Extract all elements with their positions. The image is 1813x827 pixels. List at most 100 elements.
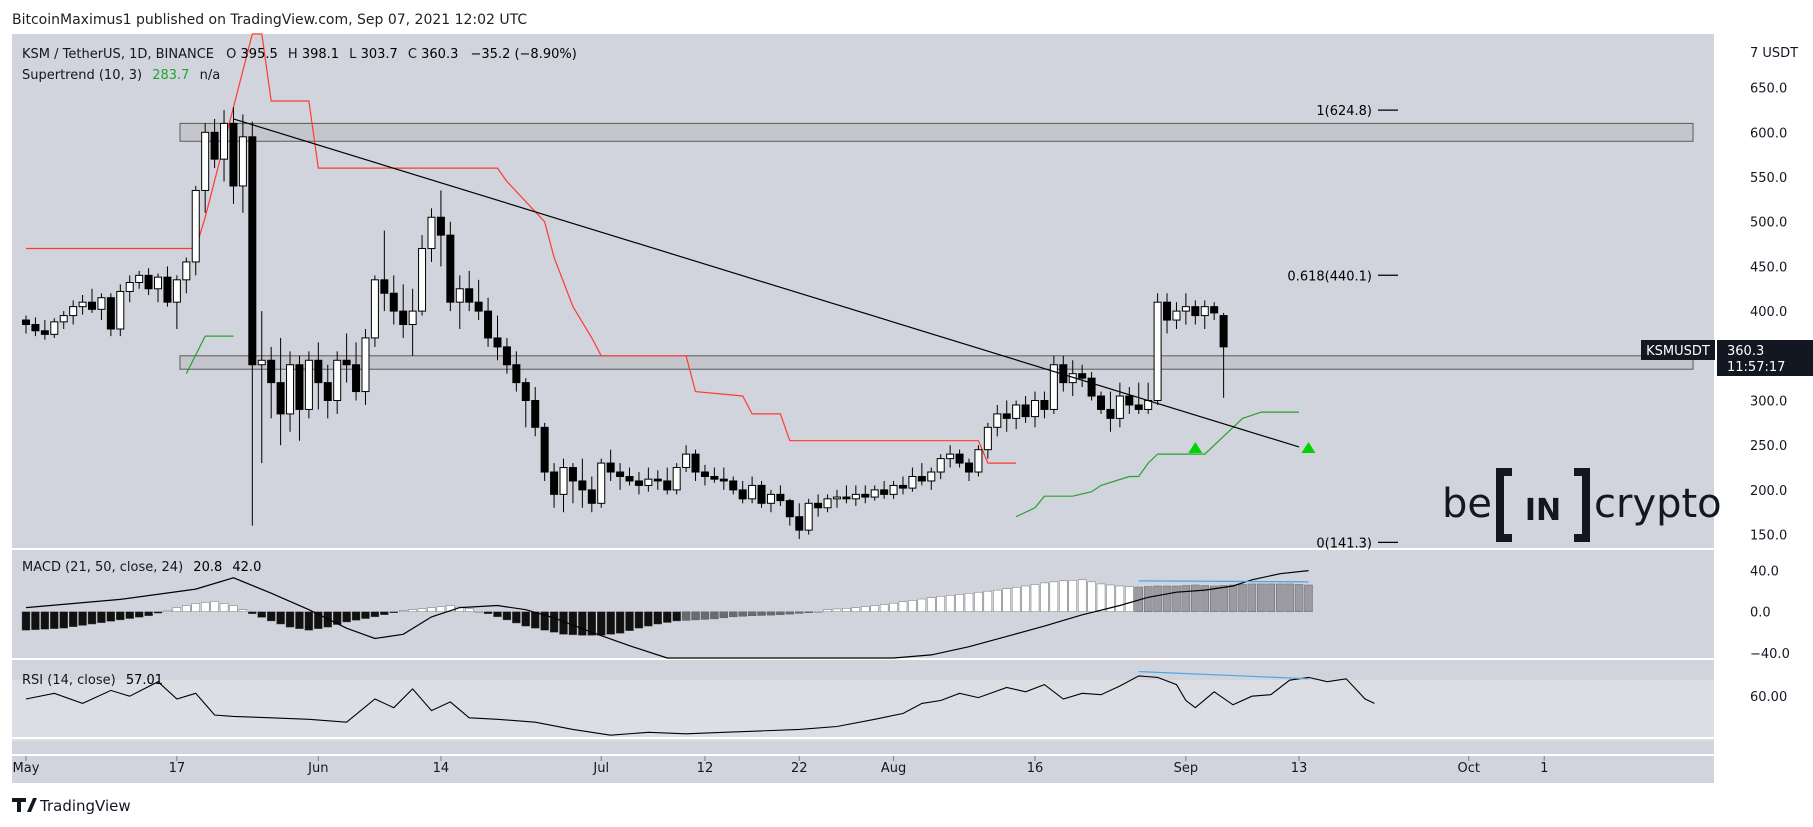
macd-histogram-bar <box>116 611 125 621</box>
logo-crypto: crypto <box>1594 481 1722 527</box>
candle <box>1125 395 1134 406</box>
macd-histogram-bar <box>474 611 483 613</box>
macd-histogram-bar <box>597 611 606 636</box>
candle <box>154 276 163 290</box>
candle <box>804 502 813 531</box>
macd-histogram-bar <box>747 611 757 617</box>
candle <box>97 297 106 310</box>
macd-histogram-bar <box>898 601 908 612</box>
macd-histogram-bar <box>568 611 578 636</box>
macd-histogram-bar <box>1143 586 1153 612</box>
macd-histogram-bar <box>1172 585 1181 612</box>
macd-histogram-bar <box>332 611 342 625</box>
macd-histogram-bar <box>625 611 634 631</box>
macd-tick-label: 0.0 <box>1750 606 1771 621</box>
rsi-label[interactable]: RSI (14, close) <box>22 673 116 688</box>
rsi-tick-label: 60.00 <box>1750 690 1787 705</box>
macd-histogram-bar <box>879 604 889 612</box>
macd-histogram-bar <box>172 607 182 612</box>
macd-histogram-bar <box>521 611 530 627</box>
candle <box>785 500 794 518</box>
candle <box>634 480 643 486</box>
candle <box>455 288 464 303</box>
candle <box>295 364 304 410</box>
fib-label: 1(624.8) <box>1316 104 1372 119</box>
candle <box>597 462 606 504</box>
candle <box>342 359 351 366</box>
candle <box>672 467 681 491</box>
candle <box>229 122 238 187</box>
macd-histogram-bar <box>417 608 427 612</box>
candle <box>1087 377 1096 397</box>
macd-histogram-bar <box>1059 580 1068 612</box>
fib-label: 0(141.3) <box>1316 536 1372 551</box>
price-tick-label: 500.0 <box>1750 216 1787 231</box>
time-tick-label: May <box>13 761 40 776</box>
candle <box>710 475 719 480</box>
tradingview-footer[interactable]: TradingView <box>12 797 131 815</box>
rsi-plot <box>25 670 1375 736</box>
price-axis: 7 USDT650.0600.0550.0500.0450.0400.0350.… <box>1750 46 1798 544</box>
rsi-legend: RSI (14, close) 57.01 <box>22 673 163 688</box>
candle <box>286 364 295 415</box>
candle <box>408 310 417 326</box>
macd-histogram-bar <box>766 611 776 616</box>
candle <box>851 493 860 500</box>
price-pane <box>12 34 1715 548</box>
macd-histogram-bar <box>163 610 172 612</box>
macd-histogram-bar <box>681 611 691 621</box>
candle <box>69 306 78 317</box>
macd-histogram-bar <box>861 606 870 612</box>
legend-symbol[interactable]: KSM / TetherUS, 1D, BINANCE <box>22 47 214 62</box>
macd-histogram-bar <box>257 611 266 618</box>
candle <box>521 382 530 402</box>
candle <box>700 471 709 477</box>
candle <box>201 131 210 191</box>
macd-histogram-bar <box>1049 581 1059 612</box>
macd-histogram-bar <box>59 611 68 629</box>
macd-label[interactable]: MACD (21, 50, close, 24) <box>22 560 183 575</box>
macd-histogram-bar <box>672 611 681 622</box>
candle <box>40 330 49 335</box>
time-tick-label: 16 <box>1027 761 1044 776</box>
candle <box>550 471 559 495</box>
macd-histogram-bar <box>1191 584 1200 612</box>
logo-bracket-right <box>1574 468 1590 542</box>
candle <box>795 516 804 531</box>
macd-histogram-bar <box>342 611 351 623</box>
logo-in: IN <box>1525 493 1561 528</box>
candle <box>644 478 653 486</box>
macd-histogram-bar <box>436 606 446 612</box>
macd-histogram-bar <box>663 611 672 623</box>
price-tag-bg <box>1717 340 1813 376</box>
time-tick-label: 12 <box>697 761 714 776</box>
footer-brand: TradingView <box>39 797 131 815</box>
macd-histogram-bar <box>615 611 625 634</box>
tradingview-logo-icon <box>12 798 37 812</box>
macd-histogram-bar <box>87 611 97 625</box>
supertrend-legend: Supertrend (10, 3) 283.7 n/a <box>22 68 220 83</box>
macd-histogram-bar <box>540 611 549 631</box>
buy-signal-marker <box>1301 441 1316 453</box>
macd-value-2: 42.0 <box>232 560 261 575</box>
macd-histogram-bar <box>182 605 191 612</box>
candle <box>135 274 144 284</box>
candle <box>1200 306 1209 317</box>
candle <box>691 453 700 473</box>
candle <box>1049 364 1058 410</box>
macd-histogram-bar <box>634 611 644 629</box>
macd-histogram-bar <box>427 607 436 612</box>
candle <box>1106 408 1115 419</box>
macd-histogram-bar <box>31 611 40 630</box>
macd-histogram-bar <box>304 611 314 631</box>
supertrend-lines <box>26 33 1299 518</box>
candle <box>823 498 832 509</box>
candle <box>861 493 870 498</box>
price-tag-symbol-bg <box>1641 340 1715 360</box>
macd-histogram-bar <box>908 600 917 612</box>
macd-histogram-bar <box>1228 584 1238 612</box>
macd-tick-label: −40.0 <box>1750 647 1790 662</box>
candle <box>927 471 936 482</box>
supertrend-label[interactable]: Supertrend (10, 3) <box>22 68 142 83</box>
candle <box>568 467 577 482</box>
